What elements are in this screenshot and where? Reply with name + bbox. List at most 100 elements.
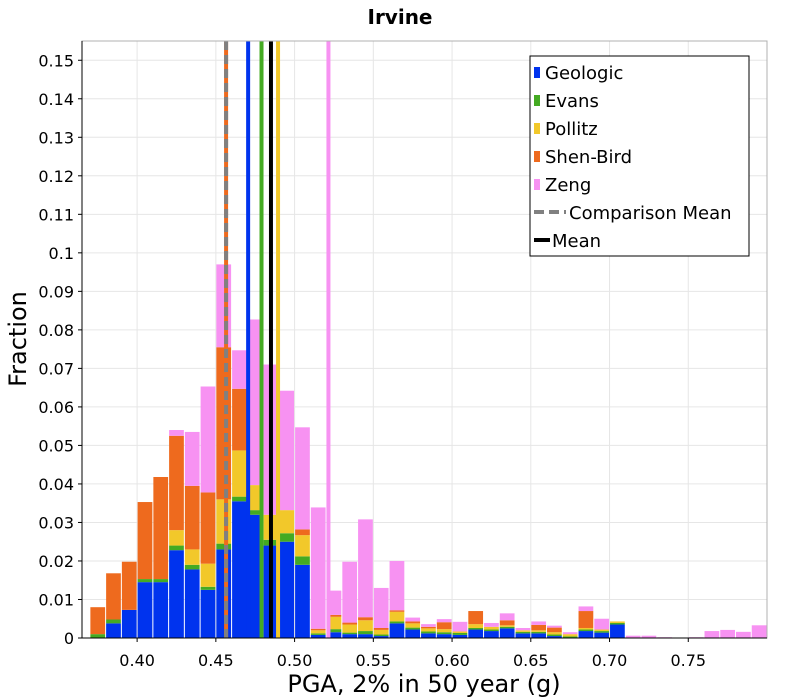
bar-zeng-0.64: [515, 627, 531, 631]
x-tick-label: 0.60: [434, 651, 470, 670]
bar-shen-bird-0.40: [137, 502, 153, 580]
bar-geologic-0.41: [153, 582, 169, 638]
bar-evans-0.63: [499, 626, 515, 629]
bar-evans-0.67: [562, 636, 578, 638]
bar-shen-bird-0.56: [389, 610, 405, 612]
bar-shen-bird-0.63: [499, 620, 515, 626]
bar-zeng-0.79: [751, 625, 767, 638]
bar-pollitz-0.53: [342, 624, 358, 633]
y-tick-label: 0: [64, 629, 74, 648]
y-tick-label: 0.11: [38, 205, 74, 224]
y-tick-label: 0.04: [38, 475, 74, 494]
bar-pollitz-0.43: [184, 549, 200, 565]
bar-pollitz-0.64: [515, 630, 531, 632]
bar-shen-bird-0.44: [200, 492, 216, 564]
bar-shen-bird-0.55: [373, 627, 389, 630]
bar-evans-0.58: [421, 631, 436, 634]
bar-pollitz-0.69: [594, 629, 610, 632]
bar-pollitz-0.49: [279, 510, 295, 534]
y-tick-label: 0.07: [38, 359, 74, 378]
legend-swatch-pollitz: [534, 123, 540, 134]
bar-pollitz-0.62: [484, 626, 499, 630]
bar-evans-0.68: [578, 629, 594, 632]
bar-evans-0.50: [295, 556, 310, 565]
y-tick-label: 0.1: [49, 244, 74, 263]
bar-geologic-0.60: [452, 634, 468, 638]
bar-pollitz-0.56: [389, 611, 405, 622]
bar-geologic-0.44: [200, 589, 216, 638]
y-tick-label: 0.14: [38, 90, 74, 109]
bar-zeng-0.45: [216, 264, 232, 348]
legend-swatch-shen-bird: [534, 151, 540, 162]
bar-evans-0.38: [106, 619, 121, 624]
bar-zeng-0.50: [295, 427, 310, 530]
bar-evans-0.53: [342, 632, 358, 635]
bar-shen-bird-0.46: [232, 388, 247, 451]
bar-pollitz-0.65: [531, 630, 547, 632]
bar-shen-bird-0.51: [310, 628, 326, 631]
legend-label-zeng: Zeng: [545, 175, 591, 196]
bar-geologic-0.52: [326, 632, 342, 638]
bar-shen-bird-0.41: [153, 477, 169, 580]
bar-shen-bird-0.61: [468, 611, 484, 625]
bar-pollitz-0.57: [405, 623, 421, 628]
bar-pollitz-0.58: [421, 628, 436, 632]
bar-zeng-0.56: [389, 560, 405, 611]
bar-shen-bird-0.66: [547, 627, 562, 633]
legend-swatch-evans: [534, 95, 540, 106]
bar-zeng-0.57: [405, 617, 421, 622]
bar-pollitz-0.55: [373, 629, 389, 635]
bar-geologic-0.43: [184, 569, 200, 638]
bar-geologic-0.58: [421, 633, 436, 638]
legend: Geologic Evans Pollitz Shen-Bird Zeng Compari…: [529, 55, 750, 257]
bar-zeng-0.43: [184, 431, 200, 486]
bar-geologic-0.39: [121, 609, 137, 638]
bar-geologic-0.57: [405, 629, 421, 638]
bar-geologic-0.65: [531, 633, 547, 638]
bar-geologic-0.49: [279, 541, 295, 638]
y-tick-label: 0.15: [38, 51, 74, 70]
bar-pollitz-0.44: [200, 563, 216, 587]
legend-label-evans: Evans: [545, 91, 599, 112]
bar-geologic-0.59: [436, 634, 452, 638]
bar-zeng-0.62: [484, 622, 499, 627]
bar-geologic-0.56: [389, 623, 405, 638]
bar-zeng-0.78: [736, 631, 751, 638]
bar-evans-0.60: [452, 632, 468, 635]
legend-box: [529, 55, 750, 257]
bar-shen-bird-0.37: [90, 607, 106, 635]
x-tick-label: 0.70: [592, 651, 628, 670]
bar-pollitz-0.45: [216, 499, 232, 544]
bar-evans-0.40: [137, 579, 153, 583]
bar-shen-bird-0.68: [578, 611, 594, 628]
bar-geologic-0.61: [468, 629, 484, 638]
bar-zeng-0.71: [625, 635, 641, 638]
bar-geologic-0.62: [484, 631, 499, 638]
bar-zeng-0.54: [358, 519, 373, 618]
bar-pollitz-0.47: [247, 485, 263, 511]
bar-geologic-0.70: [610, 624, 625, 638]
bar-geologic-0.54: [358, 634, 373, 638]
bar-zeng-0.47: [247, 319, 263, 486]
y-tick-label: 0.06: [38, 398, 74, 417]
bar-evans-0.66: [547, 634, 562, 637]
axes: 0 0.01 0.02 0.03 0.04 0.05 0.06 0.07 0.08 0.09 0.1…: [38, 40, 768, 670]
bar-shen-bird-0.58: [421, 626, 436, 629]
bar-evans-0.56: [389, 621, 405, 624]
bar-pollitz-0.61: [468, 624, 484, 628]
x-tick-label: 0.75: [670, 651, 706, 670]
bar-evans-0.43: [184, 564, 200, 570]
legend-label-comparison-mean: Comparison Mean: [569, 203, 732, 224]
bar-shen-bird-0.45: [216, 347, 232, 500]
legend-label-pollitz: Pollitz: [545, 119, 598, 140]
bar-shen-bird-0.59: [436, 622, 452, 630]
y-tick-label: 0.13: [38, 128, 74, 147]
y-tick-label: 0.09: [38, 282, 74, 301]
bar-pollitz-0.50: [295, 535, 310, 557]
bar-pollitz-0.59: [436, 629, 452, 633]
bar-evans-0.61: [468, 627, 484, 630]
x-tick-label: 0.45: [198, 651, 234, 670]
bar-evans-0.46: [232, 496, 247, 502]
bar-pollitz-0.46: [232, 450, 247, 497]
bar-zeng-0.65: [531, 621, 547, 625]
